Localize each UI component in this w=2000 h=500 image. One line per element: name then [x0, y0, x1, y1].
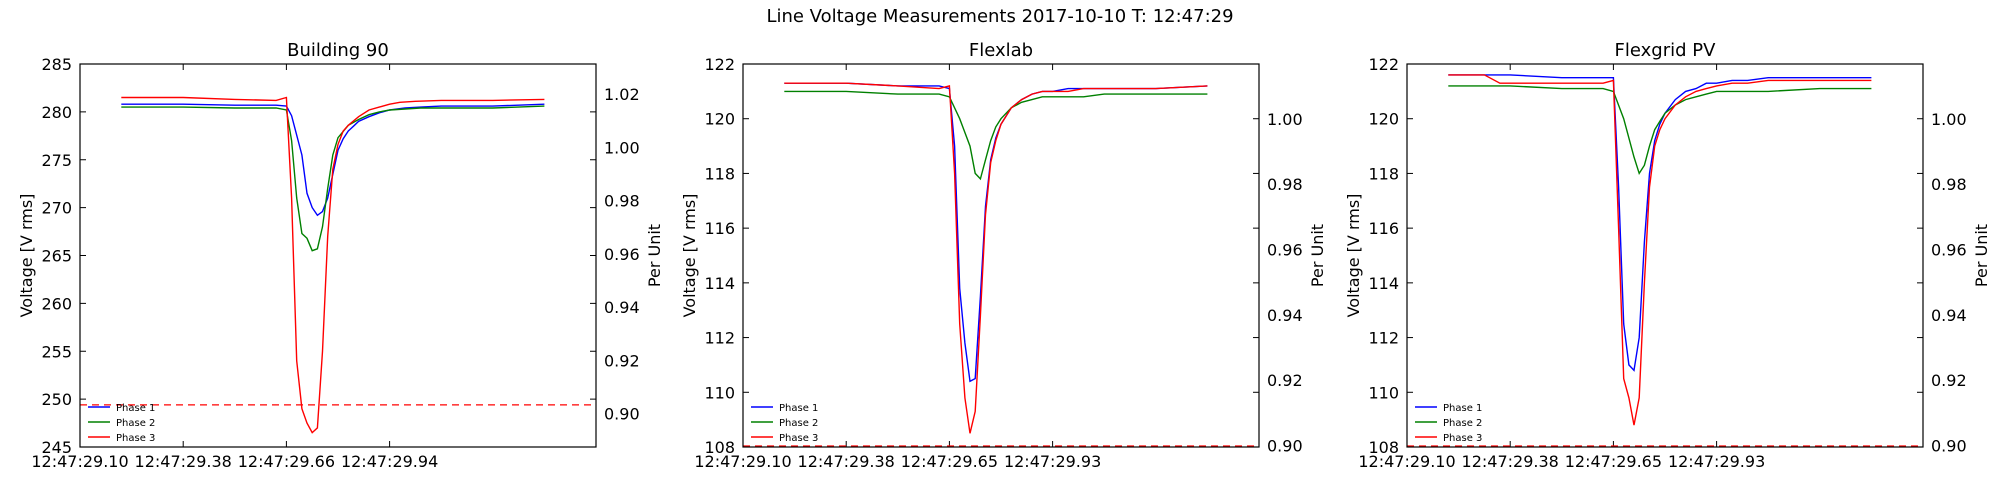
series-line-phase-1 — [121, 103, 545, 217]
y-right-tick-label: 0.98 — [604, 192, 640, 211]
y-right-axis-label: Per Unit — [645, 224, 664, 287]
y-tick-label: 120 — [704, 110, 735, 129]
y-tick-label: 122 — [1368, 55, 1399, 74]
y-axis-label: Voltage [V rms] — [680, 194, 699, 318]
y-tick-label: 112 — [704, 329, 735, 348]
y-right-tick-label: 0.90 — [604, 405, 640, 424]
plot-frame — [1406, 63, 1924, 448]
series-line-phase-2 — [121, 105, 545, 252]
chart-panel-3: Flexgrid PV 108 110 112 114 116 118 120 122 0.90 0… — [1344, 40, 1991, 471]
legend-label: Phase 3 — [779, 433, 818, 444]
y-right-tick-label: 0.96 — [1931, 240, 1967, 259]
x-tick-label: 12:47:29.65 — [1565, 452, 1662, 471]
legend-label: Phase 1 — [1443, 403, 1482, 414]
y-right-tick-label: 0.98 — [1931, 175, 1967, 194]
y-right-tick-label: 0.94 — [1267, 306, 1303, 325]
legend-label: Phase 2 — [779, 418, 818, 429]
series-line-phase-2 — [784, 90, 1208, 181]
chart-panel-2: Flexlab 108 110 112 114 116 118 120 122 0.90 0.92 0… — [680, 40, 1327, 471]
y-right-tick-label: 0.92 — [1931, 371, 1967, 390]
y-right-tick-label: 0.94 — [1931, 306, 1967, 325]
legend-label: Phase 2 — [116, 418, 155, 429]
y-right-tick-label: 0.96 — [1267, 240, 1303, 259]
x-tick-label: 12:47:29.38 — [798, 452, 895, 471]
y-tick-label: 114 — [1368, 274, 1399, 293]
chart-panel-1: Building 90 245 250 255 260 265 270 275 280 285 0.… — [17, 40, 664, 471]
y-tick-label: 118 — [1368, 164, 1399, 183]
x-tick-label: 12:47:29.66 — [238, 452, 335, 471]
y-tick-label: 114 — [704, 274, 735, 293]
y-right-tick-label: 0.92 — [1267, 371, 1303, 390]
y-tick-label: 108 — [704, 438, 735, 457]
y-tick-label: 122 — [704, 55, 735, 74]
y-tick-label: 270 — [41, 199, 72, 218]
y-right-axis-label: Per Unit — [1972, 224, 1991, 287]
x-tick-label: 12:47:29.10 — [31, 452, 128, 471]
y-tick-label: 116 — [1368, 219, 1399, 238]
legend-label: Phase 1 — [779, 403, 818, 414]
y-tick-label: 110 — [1368, 383, 1399, 402]
series-line-phase-3 — [784, 82, 1208, 434]
x-tick-label: 12:47:29.38 — [135, 452, 232, 471]
figure-suptitle: Line Voltage Measurements 2017-10-10 T: … — [766, 6, 1234, 27]
y-tick-label: 255 — [41, 342, 72, 361]
y-right-axis-label: Per Unit — [1308, 224, 1327, 287]
y-tick-label: 275 — [41, 151, 72, 170]
series-line-phase-3 — [1448, 74, 1872, 426]
x-tick-label: 12:47:29.10 — [1358, 452, 1455, 471]
y-tick-label: 108 — [1368, 438, 1399, 457]
y-tick-label: 250 — [41, 390, 72, 409]
y-tick-label: 280 — [41, 103, 72, 122]
chart-title: Building 90 — [287, 40, 389, 61]
y-tick-label: 120 — [1368, 110, 1399, 129]
legend-label: Phase 3 — [116, 433, 155, 444]
x-tick-label: 12:47:29.93 — [1004, 452, 1101, 471]
y-right-tick-label: 1.00 — [1267, 110, 1303, 129]
x-tick-label: 12:47:29.10 — [694, 452, 791, 471]
plot-frame — [742, 63, 1260, 448]
y-axis-label: Voltage [V rms] — [17, 194, 36, 318]
y-right-tick-label: 0.98 — [1267, 175, 1303, 194]
chart-title: Flexlab — [969, 40, 1033, 61]
y-right-tick-label: 0.90 — [1267, 436, 1303, 455]
y-tick-label: 116 — [704, 219, 735, 238]
series-line-phase-2 — [1448, 85, 1872, 176]
y-right-tick-label: 0.96 — [604, 245, 640, 264]
x-tick-label: 12:47:29.93 — [1668, 452, 1765, 471]
series-line-phase-1 — [1448, 74, 1872, 372]
chart-title: Flexgrid PV — [1615, 40, 1717, 61]
y-tick-label: 118 — [704, 164, 735, 183]
y-right-tick-label: 0.92 — [604, 351, 640, 370]
y-right-tick-label: 1.02 — [604, 85, 640, 104]
x-tick-label: 12:47:29.65 — [901, 452, 998, 471]
x-tick-label: 12:47:29.38 — [1462, 452, 1559, 471]
y-right-tick-label: 0.94 — [604, 298, 640, 317]
y-tick-label: 245 — [41, 438, 72, 457]
plot-frame — [79, 63, 597, 448]
series-line-phase-3 — [121, 96, 545, 434]
y-right-tick-label: 1.00 — [1931, 110, 1967, 129]
legend-label: Phase 1 — [116, 403, 155, 414]
y-right-tick-label: 0.90 — [1931, 436, 1967, 455]
y-tick-label: 265 — [41, 247, 72, 266]
legend-label: Phase 3 — [1443, 433, 1482, 444]
y-tick-label: 285 — [41, 55, 72, 74]
y-tick-label: 260 — [41, 294, 72, 313]
x-tick-label: 12:47:29.94 — [341, 452, 438, 471]
y-axis-label: Voltage [V rms] — [1344, 194, 1363, 318]
y-tick-label: 112 — [1368, 329, 1399, 348]
legend-label: Phase 2 — [1443, 418, 1482, 429]
y-right-tick-label: 1.00 — [604, 138, 640, 157]
y-tick-label: 110 — [704, 383, 735, 402]
